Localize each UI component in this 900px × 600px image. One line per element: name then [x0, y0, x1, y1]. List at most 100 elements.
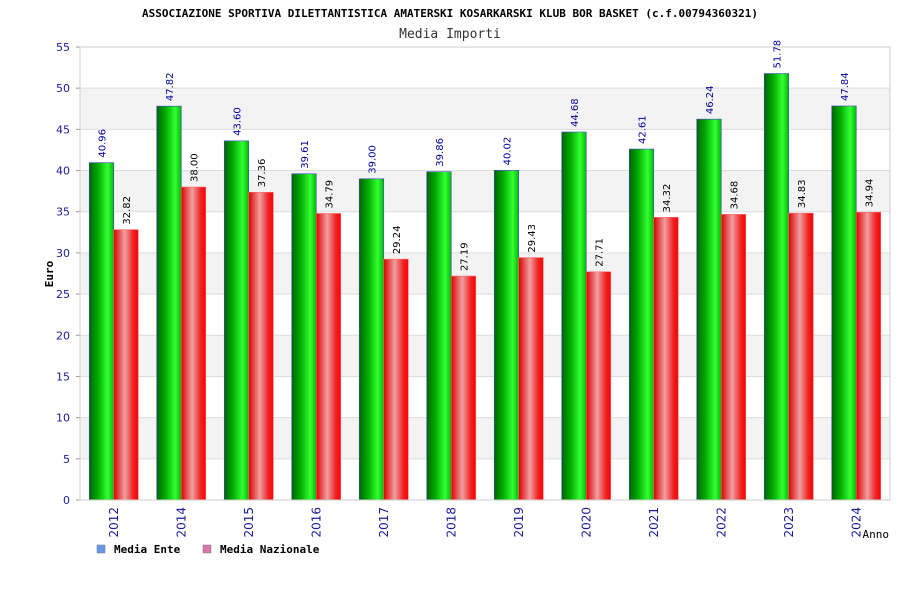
bar-media-ente-2023	[763, 73, 790, 501]
plot-frame	[79, 46, 891, 501]
data-label: 46.24	[705, 86, 716, 115]
chart-title: ASSOCIAZIONE SPORTIVA DILETTANTISTICA AM…	[142, 7, 758, 20]
bar-media-nazionale-2015	[248, 191, 274, 501]
data-label: 39.00	[368, 145, 379, 174]
bar-media-ente-2012	[88, 162, 115, 501]
axes-group	[76, 46, 891, 501]
legend-swatch	[96, 544, 106, 554]
x-tick-label: 2017	[377, 507, 391, 538]
plot-band	[80, 335, 890, 377]
data-label: 40.96	[98, 129, 109, 158]
bar-media-nazionale-2021	[653, 217, 679, 501]
legend-label: Media Nazionale	[220, 543, 320, 556]
plot-band	[80, 252, 890, 295]
data-label: 38.00	[190, 153, 201, 182]
bar-media-ente-2021	[628, 148, 655, 501]
x-tick-label: 2022	[714, 507, 728, 538]
y-tick-labels: 0 5 10 15 20 25 30 35 40 45 50 55	[56, 41, 70, 507]
plot-band	[80, 88, 890, 130]
chart-subtitle: Media Importi	[399, 27, 501, 42]
data-label: 42.61	[638, 115, 649, 144]
plot-band	[80, 417, 890, 459]
data-label: 34.83	[797, 179, 808, 208]
bar-media-nazionale-2023	[788, 212, 814, 501]
y-tick-label: 10	[56, 412, 70, 425]
bar-media-ente-2014	[156, 105, 182, 501]
plot-band	[80, 458, 890, 500]
y-tick-label: 30	[56, 247, 70, 260]
bar-media-ente-2016	[291, 173, 317, 501]
bar-media-ente-2017	[358, 178, 385, 501]
x-tick-label: 2023	[782, 507, 796, 538]
bar-media-ente-2019	[493, 170, 520, 501]
bar-media-nazionale-2017	[383, 258, 409, 501]
y-tick-label: 25	[56, 288, 70, 301]
x-tick-label: 2024	[849, 507, 863, 538]
data-label: 51.78	[773, 40, 784, 69]
y-tick-label: 15	[56, 370, 70, 383]
bar-media-nazionale-2014	[180, 186, 207, 501]
plot-band	[80, 211, 890, 253]
plot-background	[80, 47, 890, 500]
data-label: 29.24	[392, 226, 403, 255]
data-label: 39.86	[435, 138, 446, 167]
plot-band	[80, 170, 890, 212]
x-tick-label: 2016	[309, 507, 323, 538]
data-label: 34.32	[662, 184, 673, 213]
data-label: 47.82	[165, 72, 176, 101]
x-tick-label: 2019	[512, 507, 526, 538]
bar-media-nazionale-2016	[315, 213, 342, 501]
data-label: 43.60	[233, 107, 244, 136]
legend: Media Ente Media Nazionale	[96, 543, 320, 556]
data-label: 29.43	[527, 224, 538, 253]
x-tick-label: 2012	[107, 507, 121, 538]
x-tick-label: 2014	[174, 507, 188, 538]
plot-band	[80, 47, 890, 89]
plot-band	[80, 376, 890, 418]
y-tick-label: 45	[56, 123, 70, 136]
x-tick-label: 2015	[242, 507, 256, 538]
bar-media-nazionale-2022	[720, 214, 747, 501]
data-labels: 40.96 32.82 47.82 38.00 43.60 37.36 39.61 34.79…	[98, 40, 876, 271]
bar-media-nazionale-2012	[113, 229, 139, 501]
data-label: 44.68	[570, 98, 581, 127]
data-label: 47.84	[840, 72, 851, 101]
y-tick-label: 55	[56, 41, 70, 54]
y-tick-label: 0	[63, 494, 70, 507]
bar-media-nazionale-2019	[518, 257, 544, 501]
data-label: 27.19	[460, 242, 471, 271]
y-tick-label: 5	[63, 453, 70, 466]
bar-media-ente-2024	[831, 105, 857, 501]
y-tick-label: 40	[56, 165, 70, 178]
x-axis-label: Anno	[863, 528, 890, 541]
y-tick-label: 50	[56, 82, 70, 95]
data-label: 34.79	[325, 180, 336, 209]
data-label: 27.71	[595, 238, 606, 267]
data-label: 39.61	[300, 140, 311, 169]
plot-band	[80, 129, 890, 171]
bar-media-ente-2015	[223, 140, 250, 501]
legend-swatch	[202, 544, 212, 554]
y-tick-label: 35	[56, 206, 70, 219]
data-label: 40.02	[503, 137, 514, 166]
y-tick-label: 20	[56, 329, 70, 342]
bar-media-nazionale-2018	[450, 275, 477, 501]
x-tick-label: 2020	[579, 507, 593, 538]
x-tick-label: 2021	[647, 507, 661, 538]
plot-band	[80, 294, 890, 336]
bar-media-nazionale-2024	[855, 211, 882, 501]
x-tick-labels: 2012 2014 2015 2016 2017 2018 2019 2020 2021 2022…	[107, 507, 864, 538]
bars-group	[88, 73, 882, 501]
bar-media-ente-2020	[561, 131, 587, 501]
bar-media-ente-2022	[696, 118, 722, 501]
data-label: 34.94	[865, 179, 876, 208]
legend-label: Media Ente	[114, 543, 181, 556]
bar-media-nazionale-2020	[585, 271, 612, 501]
bar-media-ente-2018	[426, 171, 452, 501]
data-label: 37.36	[257, 159, 268, 188]
data-label: 32.82	[122, 196, 133, 225]
x-tick-label: 2018	[444, 507, 458, 538]
data-label: 34.68	[730, 181, 741, 210]
y-axis-label: Euro	[43, 260, 56, 287]
